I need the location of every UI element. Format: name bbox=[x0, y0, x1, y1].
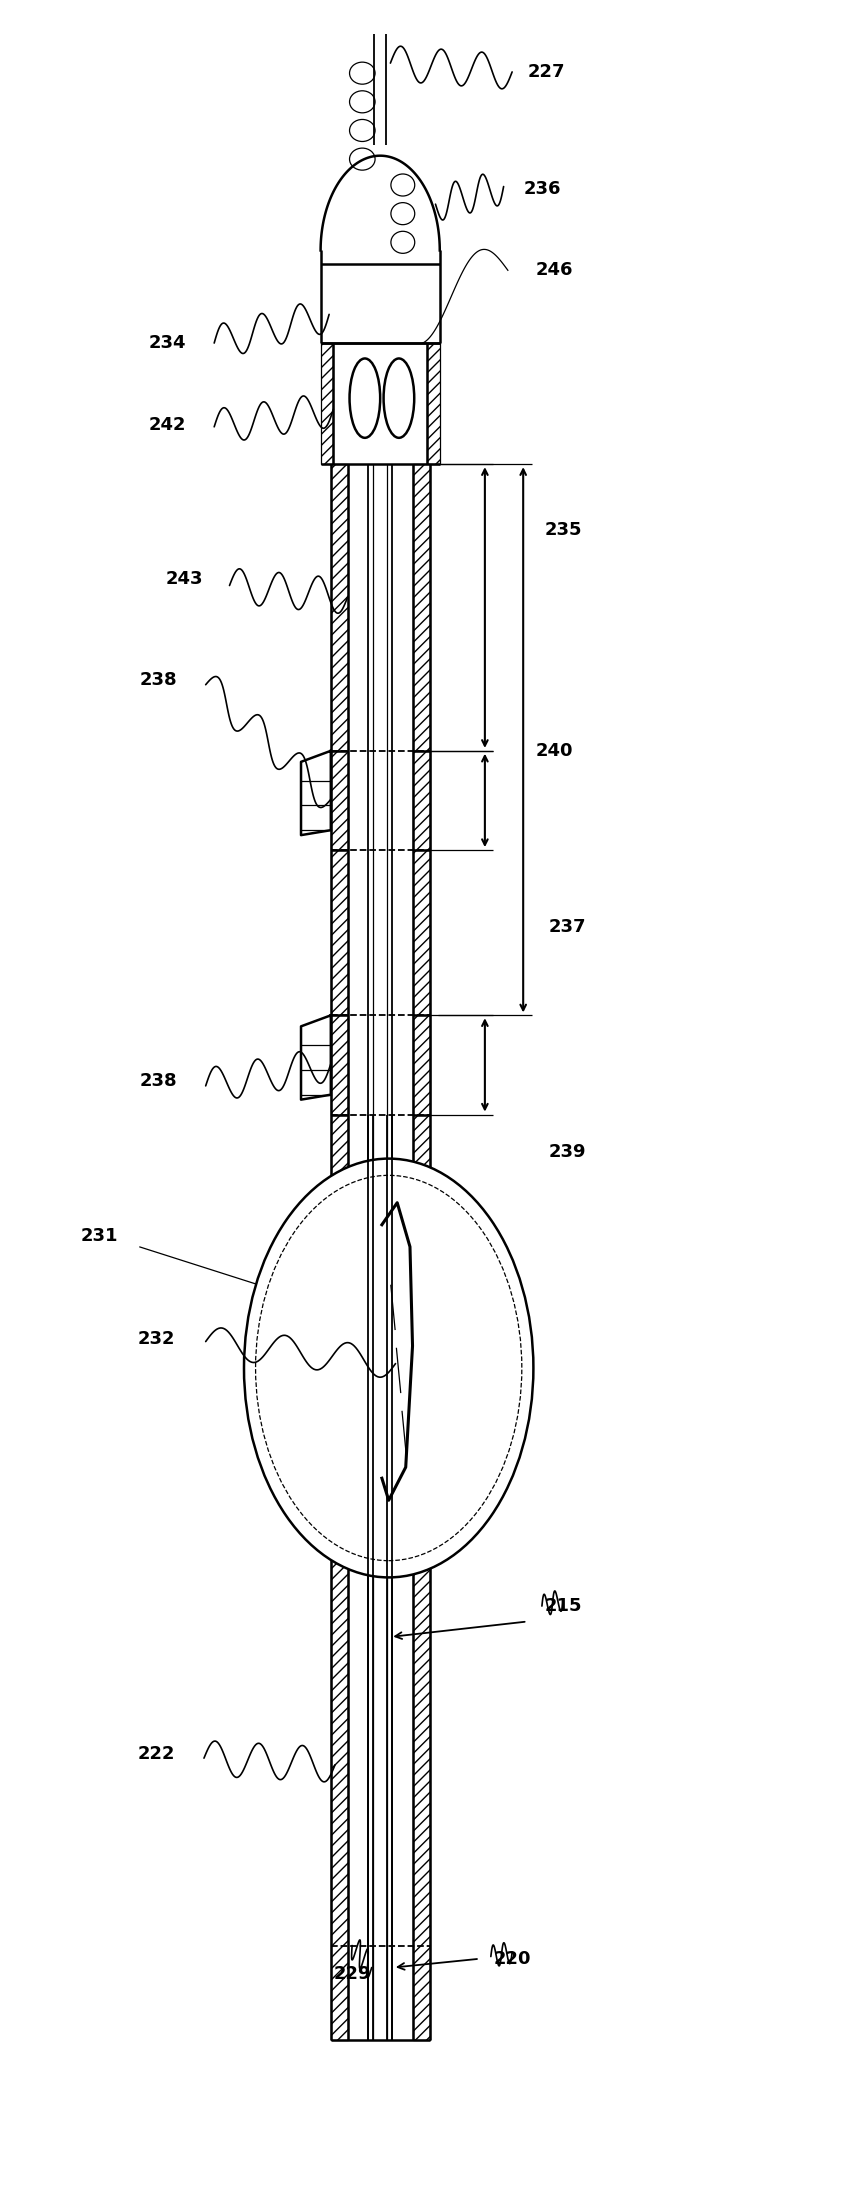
Text: 235: 235 bbox=[544, 521, 581, 539]
Bar bbox=[426, 342, 439, 463]
Text: 246: 246 bbox=[536, 260, 572, 280]
Text: 220: 220 bbox=[493, 1949, 531, 1969]
Text: 236: 236 bbox=[523, 179, 560, 199]
Text: 238: 238 bbox=[140, 1073, 177, 1090]
Text: 222: 222 bbox=[137, 1746, 175, 1763]
Bar bbox=[330, 750, 347, 850]
Bar bbox=[412, 1015, 429, 1115]
Bar bbox=[330, 463, 347, 2039]
Text: 243: 243 bbox=[165, 569, 203, 587]
Bar bbox=[412, 750, 429, 850]
Text: 215: 215 bbox=[544, 1598, 581, 1616]
Text: 240: 240 bbox=[536, 742, 572, 759]
Bar bbox=[412, 463, 429, 2039]
Bar bbox=[330, 1015, 347, 1115]
Text: 238: 238 bbox=[140, 671, 177, 689]
Text: 227: 227 bbox=[527, 64, 565, 82]
Text: 229: 229 bbox=[333, 1964, 370, 1984]
Bar bbox=[320, 342, 333, 463]
Ellipse shape bbox=[244, 1159, 533, 1578]
Text: 231: 231 bbox=[80, 1227, 118, 1245]
Text: 232: 232 bbox=[137, 1331, 175, 1348]
Text: 242: 242 bbox=[148, 415, 186, 433]
Text: 239: 239 bbox=[548, 1143, 585, 1161]
Text: 234: 234 bbox=[148, 333, 186, 353]
Text: 237: 237 bbox=[548, 918, 585, 936]
